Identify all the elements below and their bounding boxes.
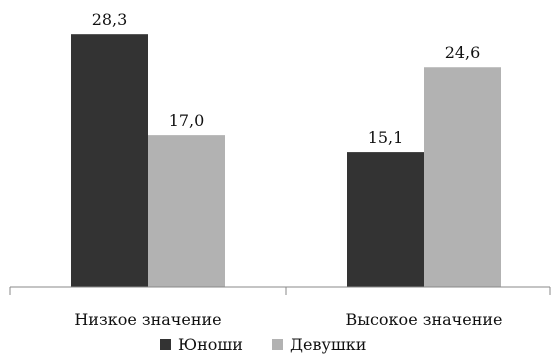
bar-girls-0 (148, 135, 225, 287)
category-label-1: Высокое значение (345, 310, 502, 329)
value-label-1-0: 17,0 (169, 111, 205, 130)
bar-girls-1 (424, 67, 501, 288)
x-axis-ticks (9, 287, 551, 295)
bar-boys-1 (347, 152, 424, 287)
category-label-0: Низкое значение (74, 310, 221, 329)
value-labels-group: 28,3 17,0 15,1 24,6 (92, 10, 481, 147)
value-label-1-1: 24,6 (445, 43, 481, 62)
legend-swatch-girls (272, 339, 283, 350)
legend-label-boys: Юноши (178, 335, 243, 354)
legend-swatch-boys (160, 339, 171, 350)
category-labels-group: Низкое значение Высокое значение (74, 310, 502, 329)
bars-group (71, 34, 501, 288)
bar-boys-0 (71, 34, 148, 287)
legend-label-girls: Девушки (290, 335, 366, 354)
value-label-0-0: 28,3 (92, 10, 128, 29)
value-label-0-1: 15,1 (368, 128, 404, 147)
legend: Юноши Девушки (160, 335, 366, 354)
